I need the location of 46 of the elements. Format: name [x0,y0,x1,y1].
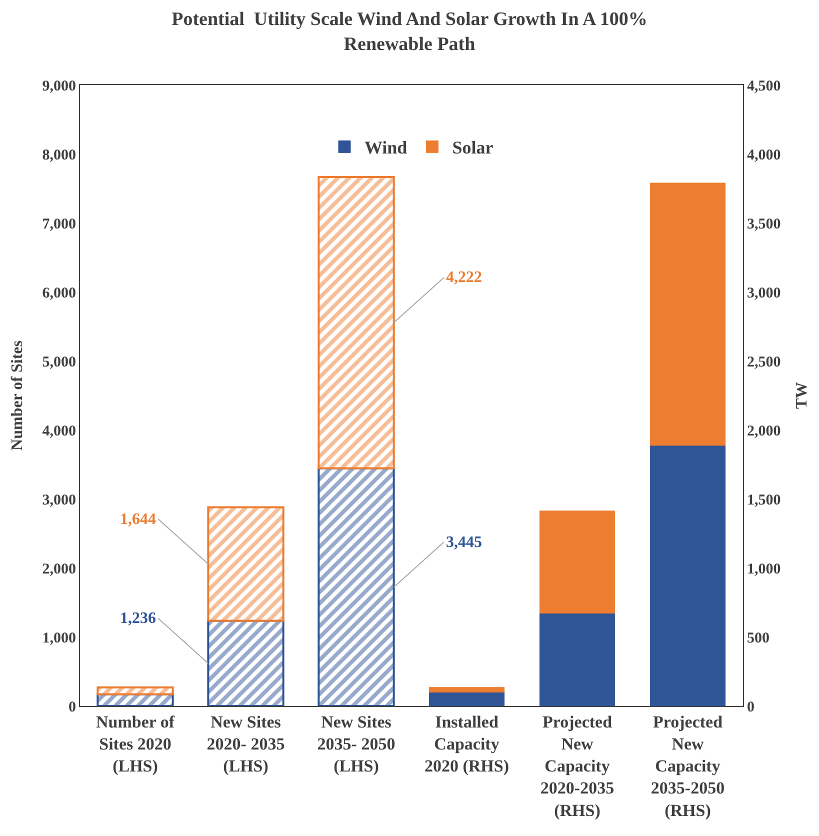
legend-label: Wind [364,138,408,158]
y-tick-label: 0 [68,699,76,716]
y2-tick-label: 4,500 [747,78,781,94]
y2-tick-label: 1,500 [747,492,781,508]
x-tick-label: New Sites 2020- 2035 (LHS) [206,712,285,776]
y2-tick-label: 0 [747,699,754,716]
y2-tick-label: 500 [747,630,770,646]
bar [207,506,284,622]
data-label: 1,236 [120,610,156,627]
bar [539,510,616,614]
bar [428,687,505,692]
x-tick-label: Projected New Capacity 2020-2035 (RHS) [540,712,614,820]
y2-tick-label: 3,500 [747,216,781,232]
data-label: 4,222 [446,269,482,286]
bar [650,445,726,706]
y2-axis-title: TW [793,382,810,409]
y-tick-label: 5,000 [42,354,76,370]
y-tick-label: 3,000 [42,492,76,508]
x-tick-label: Number of Sites 2020 (LHS) [96,712,175,776]
bar [650,182,726,446]
y-tick-label: 7,000 [42,216,76,232]
x-tick-label: Projected New Capacity 2035-2050 (RHS) [650,712,725,820]
data-label: 3,445 [446,534,482,551]
y-tick-label: 6,000 [42,285,76,302]
x-tick-label: Installed Capacity 2020 (RHS) [424,712,510,776]
y-tick-label: 9,000 [42,78,76,94]
data-label: 1,644 [120,511,156,528]
y-tick-label: 4,000 [42,423,76,440]
y-tick-label: 1,000 [42,630,76,646]
y2-tick-label: 4,000 [747,147,781,164]
bar [318,176,395,470]
y-tick-label: 8,000 [42,147,76,164]
y2-tick-label: 2,500 [747,354,781,370]
bar [96,686,174,696]
y2-tick-label: 2,000 [747,423,781,440]
y-axis-title: Number of Sites [9,340,26,450]
x-tick-label: New Sites 2035- 2050 (LHS) [317,712,396,776]
bar [539,613,616,706]
y-tick-label: 2,000 [42,561,76,578]
bar [428,692,505,706]
bar [207,620,284,706]
bar [318,467,395,706]
y2-tick-label: 3,000 [747,285,781,302]
y2-tick-label: 1,000 [747,561,781,578]
chart-title: Potential Utility Scale Wind And Solar Growth In A 100% Renewable Path [172,9,648,55]
legend-label: Solar [452,138,494,158]
